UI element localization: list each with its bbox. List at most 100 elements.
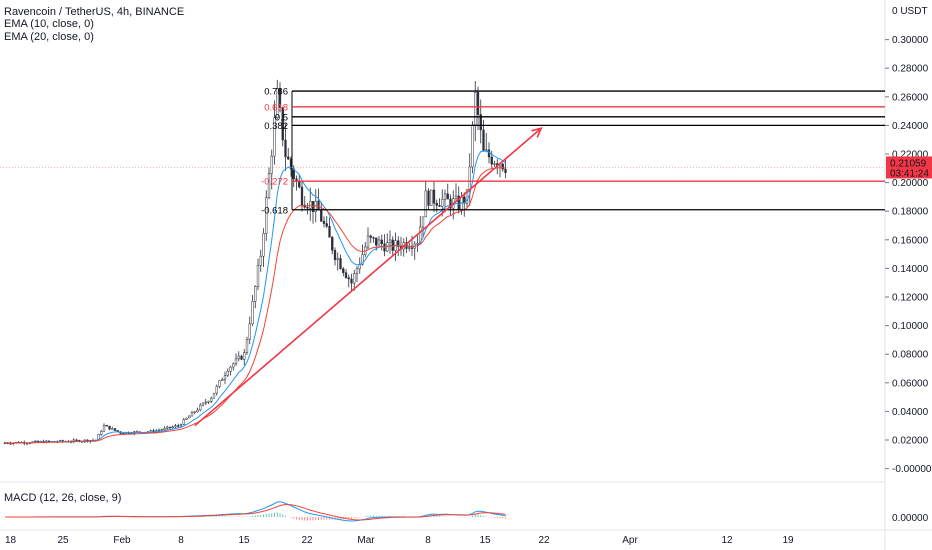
last-price-tag — [886, 156, 932, 179]
price-tick-label: 0.04000 — [892, 407, 929, 418]
axes: 0.30000 0.28000 0.26000 0.24000 0.22000 0.200… — [0, 6, 932, 546]
candle-body — [353, 273, 356, 284]
candle-body — [243, 352, 246, 360]
fib-level-label: 0.5 — [275, 112, 288, 123]
candle-body — [366, 235, 370, 248]
price-tick-label: 0.22000 — [892, 150, 929, 161]
time-tick-label: 25 — [57, 535, 69, 546]
ema-lines — [4, 150, 506, 444]
candle-body — [265, 197, 268, 234]
candle-body — [166, 426, 169, 429]
price-tick-label: 0.18000 — [892, 207, 929, 218]
candle-body — [454, 195, 458, 199]
candle-body — [185, 417, 188, 420]
candle-body — [281, 107, 284, 141]
candle-body — [193, 411, 196, 413]
candle-body — [388, 239, 392, 243]
candle-body — [449, 198, 452, 209]
time-tick-label: 19 — [782, 535, 794, 546]
candle-body — [377, 239, 381, 246]
last-price-label: 0.21059 — [890, 158, 927, 169]
candle-body — [309, 201, 312, 209]
price-tick-label: 0.30000 — [892, 35, 929, 46]
fib-level-label: 0.618 — [264, 102, 288, 113]
candle-body — [322, 220, 326, 224]
time-tick-label: 15 — [479, 535, 491, 546]
candle-body — [325, 223, 328, 227]
candle-body — [347, 277, 350, 280]
candle-body — [419, 226, 422, 244]
candle-body — [298, 181, 301, 188]
candle-body — [292, 168, 295, 180]
candle-body — [421, 216, 425, 228]
price-tick-label: 0.08000 — [892, 350, 929, 361]
macd-pane — [5, 501, 506, 522]
candle-body — [410, 247, 414, 249]
time-tick-label: Feb — [113, 535, 131, 546]
price-tick-label: 0.02000 — [892, 436, 929, 447]
ema10-legend[interactable]: EMA (10, close, 0) — [4, 18, 94, 30]
candle-body — [441, 199, 444, 207]
time-tick-label: 22 — [301, 535, 313, 546]
candle-body — [372, 237, 375, 239]
candle-body — [212, 392, 216, 399]
candle-body — [408, 247, 411, 249]
macd-legend[interactable]: MACD (12, 26, close, 9) — [4, 492, 122, 504]
candle-body — [361, 254, 364, 265]
candle-body — [218, 380, 221, 387]
candle-body — [342, 268, 345, 273]
candle-body — [207, 400, 210, 403]
candle-body — [108, 425, 111, 430]
price-tick-label: 0.20000 — [892, 178, 929, 189]
candle-body — [168, 426, 172, 429]
candle-body — [306, 207, 309, 209]
candle-body — [160, 429, 163, 431]
candle-body — [333, 250, 337, 261]
candle-body — [482, 129, 485, 151]
price-tick-label: 0.12000 — [892, 293, 929, 304]
candle-body — [284, 139, 287, 158]
candle-body — [344, 272, 348, 278]
price-tick-label: 0.10000 — [892, 321, 929, 332]
candle-body — [226, 371, 229, 376]
price-tick-label: 0.28000 — [892, 64, 929, 75]
candle-body — [336, 258, 339, 261]
candle-body — [350, 278, 353, 284]
candle-body — [105, 425, 108, 427]
candle-body — [273, 117, 276, 157]
candle-body — [204, 401, 207, 404]
candle-body — [474, 92, 477, 126]
price-tick-label: -0.00000 — [892, 464, 932, 475]
candle-body — [267, 173, 271, 199]
macd-tick-label: 0.00000 — [892, 513, 929, 524]
fib-level-label: 0.382 — [264, 121, 288, 132]
candle-body — [476, 92, 480, 115]
candle-body — [504, 168, 507, 173]
candle-body — [493, 163, 496, 165]
fib-level-label: 0.786 — [264, 87, 288, 98]
candle-body — [199, 404, 202, 411]
time-tick-label: 8 — [425, 535, 431, 546]
candles — [3, 79, 507, 446]
signal-line — [5, 504, 506, 521]
candle-body — [221, 379, 224, 381]
price-tick-label: 0.14000 — [892, 264, 929, 275]
candle-body — [427, 190, 430, 206]
candle-body — [501, 163, 504, 170]
candle-body — [438, 205, 441, 207]
candle-body — [443, 193, 447, 200]
candle-body — [190, 412, 194, 417]
candle-body — [163, 427, 166, 430]
candle-body — [201, 402, 205, 406]
candle-body — [424, 190, 427, 218]
chart-title: Ravencoin / TetherUS, 4h, BINANCE — [4, 6, 185, 18]
candle-body — [468, 166, 471, 190]
candle-body — [485, 149, 488, 151]
ema20-legend[interactable]: EMA (20, close, 0) — [4, 31, 94, 43]
candle-body — [471, 124, 474, 168]
candle-body — [100, 431, 103, 435]
candle-body — [248, 323, 251, 340]
candle-body — [245, 339, 249, 353]
